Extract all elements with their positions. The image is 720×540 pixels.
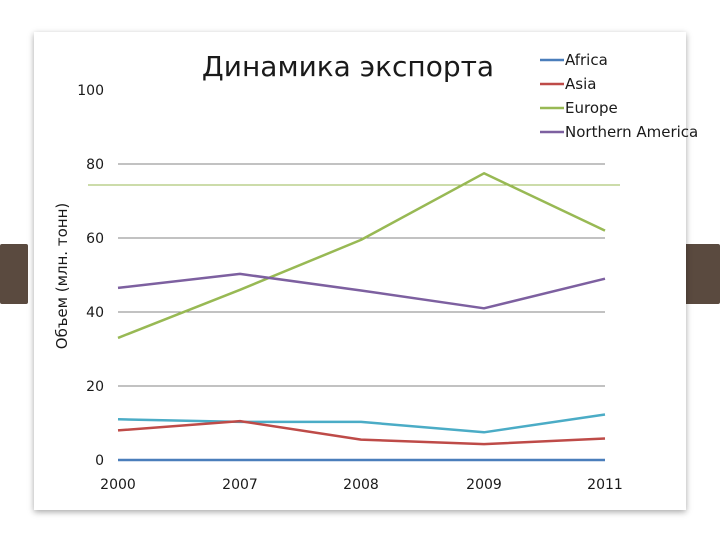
x-tick-label: 2000 — [100, 477, 136, 493]
y-tick-label: 40 — [86, 305, 104, 321]
y-tick-label: 80 — [86, 157, 104, 173]
legend-label: Africa — [565, 51, 608, 69]
y-tick-labels: 0 20 40 60 80 100 — [77, 83, 104, 469]
series-line-unlabeled — [118, 415, 605, 433]
x-tick-labels: 2000 2007 2008 2009 2011 — [100, 477, 623, 493]
legend: Africa Asia Europe Northern America — [540, 51, 698, 141]
chart-title: Динамика экспорта — [202, 50, 494, 83]
legend-label: Europe — [565, 99, 618, 117]
series-lines — [118, 173, 605, 460]
series-line-europe — [118, 173, 605, 338]
y-tick-label: 0 — [95, 453, 104, 469]
x-tick-label: 2011 — [587, 477, 623, 493]
y-tick-label: 60 — [86, 231, 104, 247]
legend-label: Asia — [565, 75, 596, 93]
legend-label: Northern America — [565, 123, 698, 141]
x-tick-label: 2008 — [343, 477, 379, 493]
grid-lines — [118, 164, 605, 460]
series-line-northern-america — [118, 274, 605, 308]
x-tick-label: 2009 — [466, 477, 502, 493]
y-tick-label: 20 — [86, 379, 104, 395]
y-tick-label: 100 — [77, 83, 104, 99]
y-axis-label: Объем (млн. тонн) — [53, 203, 71, 349]
x-tick-label: 2007 — [222, 477, 258, 493]
